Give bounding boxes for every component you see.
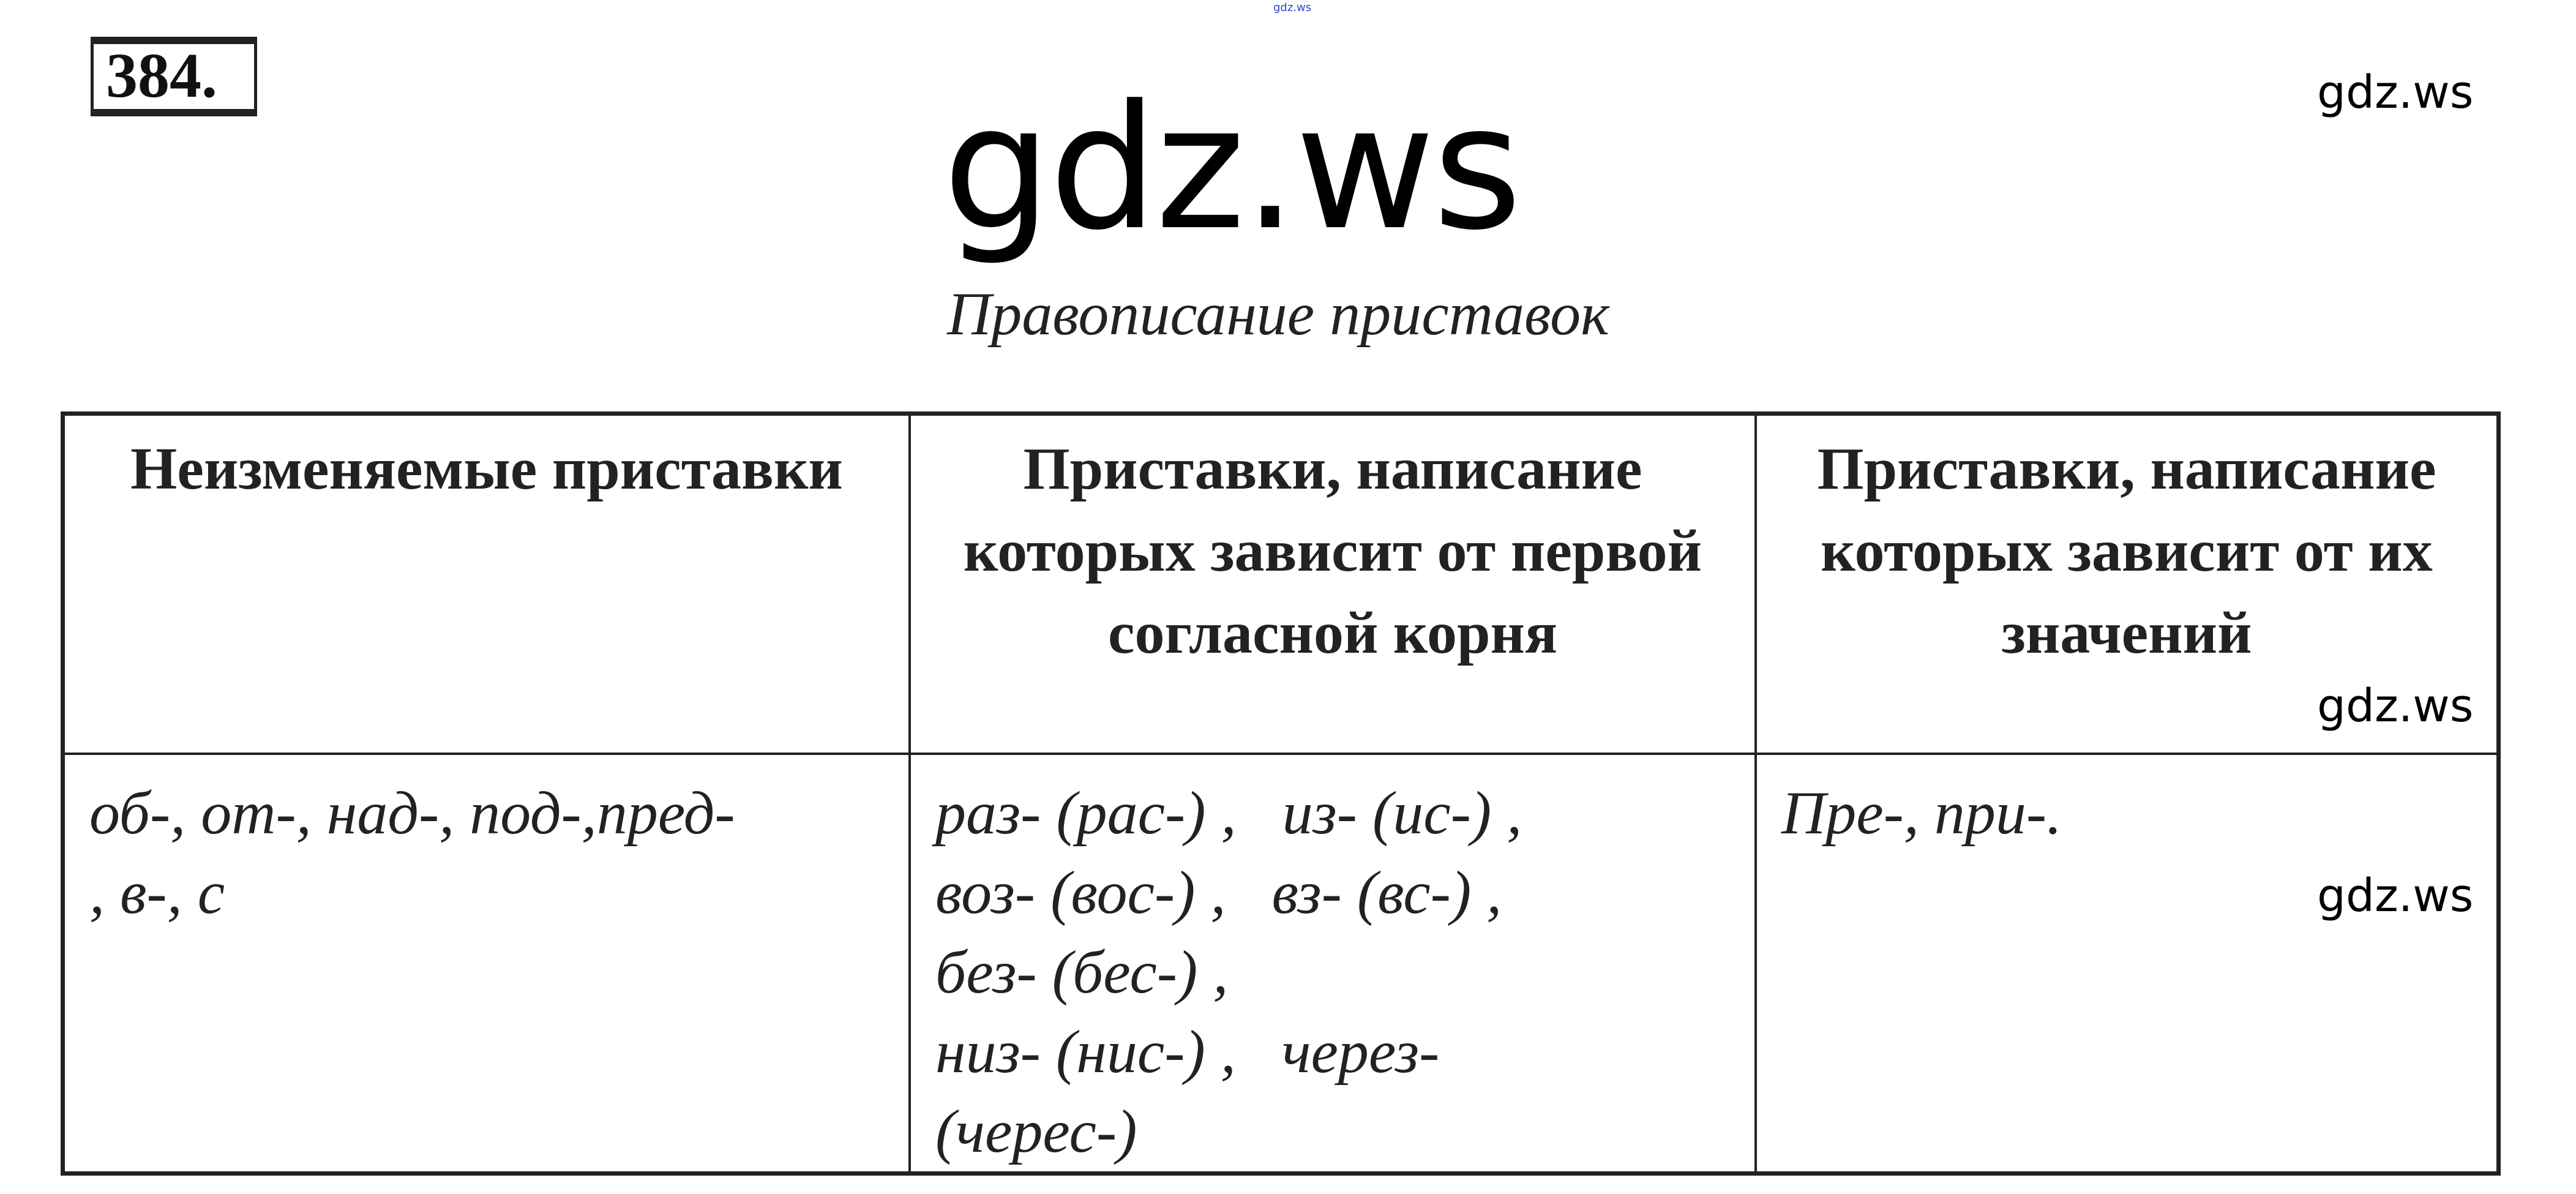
cell-unchangeable: об-, от-, над-, под-,пред- , в-, с — [61, 753, 911, 1175]
top-mark: gdz.ws — [1273, 1, 1312, 14]
prefix-table: Неизменяемые приставки Приставки, написа… — [61, 411, 2501, 1176]
cell-line: (черес-) — [935, 1097, 1137, 1165]
cell-line: без- (бес-) , — [935, 938, 1229, 1006]
watermark-large: gdz.ws — [943, 69, 1522, 268]
page-subtitle: Правописание приставок — [947, 280, 1609, 348]
cell-line: воз- (вос-) , вз- (вс-) , — [935, 858, 1502, 926]
watermark: gdz.ws — [2317, 66, 2474, 119]
header-consonant-dependent: Приставки, написание которых зависит от … — [908, 412, 1757, 755]
cell-line: раз- (рас-) , из- (ис-) , — [935, 779, 1522, 847]
header-meaning-dependent: Приставки, написание которых зависит от … — [1754, 412, 2500, 755]
cell-meaning-dependent: Пре-, при-. — [1754, 753, 2500, 1175]
table-row: об-, от-, над-, под-,пред- , в-, с раз- … — [61, 753, 2500, 1175]
cell-line: Пре-, при-. — [1781, 779, 2062, 847]
exercise-number: 384. — [91, 37, 257, 116]
cell-consonant-dependent: раз- (рас-) , из- (ис-) , воз- (вос-) , … — [908, 753, 1757, 1175]
header-unchangeable: Неизменяемые приставки — [61, 412, 911, 755]
table-header-row: Неизменяемые приставки Приставки, написа… — [61, 412, 2500, 755]
cell-line: низ- (нис-) , через- — [935, 1018, 1440, 1086]
cell-line: об-, от-, над-, под-,пред- — [89, 779, 735, 847]
watermark: gdz.ws — [2317, 869, 2474, 922]
cell-line: , в-, с — [89, 858, 225, 926]
watermark: gdz.ws — [2317, 680, 2474, 732]
